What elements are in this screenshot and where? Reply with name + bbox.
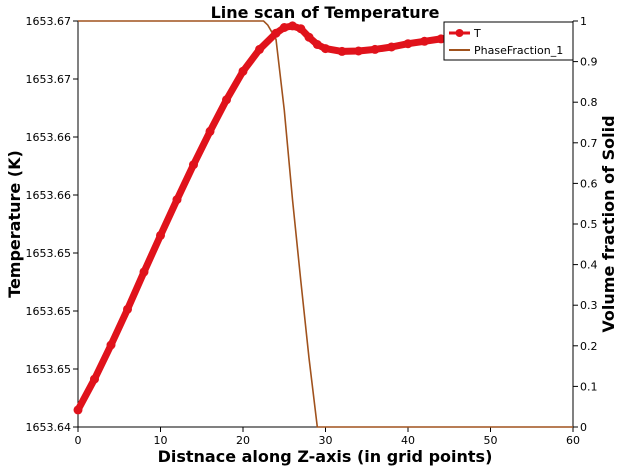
data-point-t: [321, 44, 330, 54]
data-point-t: [106, 340, 116, 350]
data-point-t: [238, 66, 248, 76]
series-line-t: [74, 22, 461, 414]
left-tick-label: 1653.65: [26, 247, 72, 260]
right-tick-label: 1: [580, 15, 587, 28]
legend-label-t: T: [473, 27, 481, 40]
left-axis-label: Temperature (K): [5, 150, 24, 298]
data-point-t: [205, 126, 215, 136]
data-point-t: [73, 405, 83, 415]
series-layer: [73, 20, 573, 428]
data-point-t: [156, 230, 165, 240]
right-axis-ticks: 0 0.1 0.2 0.3 0.4 0.5 0.6 0.7 0.8 0.9 1: [573, 15, 598, 434]
left-tick-label: 1653.67: [26, 73, 72, 86]
data-point-t: [370, 44, 380, 54]
right-tick-label: 0.5: [580, 218, 598, 231]
data-point-t: [189, 160, 198, 170]
right-tick-label: 0.3: [580, 299, 598, 312]
series-line-phasefraction: [78, 20, 573, 428]
x-tick-label: 20: [236, 434, 250, 447]
right-tick-label: 0.1: [580, 380, 598, 393]
data-point-t: [420, 36, 429, 46]
right-tick-label: 0.7: [580, 137, 598, 150]
legend-box: [443, 21, 574, 61]
legend-marker-t: [455, 29, 464, 37]
legend: T PhaseFraction_1: [443, 21, 574, 61]
right-tick-label: 0.8: [580, 96, 598, 109]
right-axis-label: Volume fraction of Solid: [599, 115, 618, 332]
left-tick-label: 1653.65: [26, 363, 72, 376]
left-tick-label: 1653.67: [26, 15, 72, 28]
data-point-t: [436, 34, 446, 44]
data-point-t: [222, 95, 231, 105]
right-tick-label: 0.9: [580, 56, 598, 69]
data-point-t: [354, 46, 363, 56]
right-tick-label: 0.4: [580, 259, 598, 272]
right-tick-label: 0.6: [580, 177, 598, 190]
data-point-t: [271, 28, 281, 38]
x-tick-label: 50: [484, 434, 498, 447]
data-point-t: [90, 374, 99, 384]
x-tick-label: 10: [154, 434, 168, 447]
chart-title: Line scan of Temperature: [211, 3, 440, 22]
x-tick-label: 0: [75, 434, 82, 447]
x-tick-label: 60: [566, 434, 580, 447]
legend-label-phasefraction: PhaseFraction_1: [474, 44, 563, 57]
data-point-t: [403, 39, 413, 49]
right-tick-label: 0: [580, 421, 587, 434]
data-point-t: [279, 23, 289, 32]
right-tick-label: 0.2: [580, 340, 598, 353]
left-axis-ticks: 1653.64 1653.65 1653.65 1653.65 1653.66 1653.…: [26, 15, 78, 434]
x-tick-label: 30: [319, 434, 333, 447]
data-point-t: [288, 21, 297, 31]
data-point-t: [312, 40, 322, 49]
x-axis-ticks: 0 10 20 30 40 50 60: [75, 427, 580, 447]
left-tick-label: 1653.66: [26, 189, 72, 202]
left-tick-label: 1653.65: [26, 305, 72, 318]
data-point-t: [139, 267, 149, 277]
x-tick-label: 40: [401, 434, 415, 447]
left-tick-label: 1653.64: [26, 421, 72, 434]
data-point-t: [123, 304, 132, 314]
data-point-t: [304, 32, 314, 42]
left-tick-label: 1653.66: [26, 131, 72, 144]
x-axis-label: Distnace along Z-axis (in grid points): [158, 447, 493, 466]
data-point-t: [337, 46, 347, 56]
data-point-t: [296, 24, 306, 34]
data-point-t: [387, 42, 396, 52]
plot-frame: [77, 21, 574, 428]
data-point-t: [172, 195, 182, 205]
data-point-t: [255, 44, 264, 54]
